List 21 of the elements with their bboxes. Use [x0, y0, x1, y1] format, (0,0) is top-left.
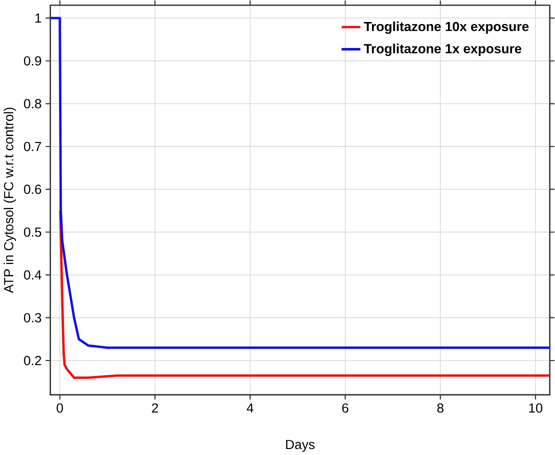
x-tick-label: 4 [246, 403, 254, 412]
legend-label: Troglitazone 10x exposure [364, 21, 529, 34]
y-tick-label: 0.2 [24, 356, 42, 366]
line-series [50, 16, 550, 349]
x-tick-label: 6 [342, 403, 348, 412]
x-tick-label: 0 [56, 403, 63, 412]
x-tick-label: 2 [152, 403, 158, 412]
y-tick-label: 1 [35, 13, 42, 22]
legend-label: Troglitazone 1x exposure [364, 43, 522, 56]
x-tick-label: 8 [437, 403, 444, 412]
line-series [59, 209, 550, 379]
x-axis-title: Days [286, 440, 315, 452]
y-tick-label: 0.7 [24, 142, 42, 151]
y-tick-label: 0.3 [24, 312, 42, 322]
y-tick-label: 0.4 [24, 270, 42, 280]
x-tick-label: 10 [529, 403, 542, 412]
y-tick-label: 0.6 [24, 184, 42, 194]
y-tick-label: 0.5 [24, 227, 42, 237]
y-axis-title: ATP in Cytosol (FC w.r.t control) [4, 108, 16, 293]
y-tick-label: 0.9 [24, 56, 42, 66]
y-tick-label: 0.8 [24, 98, 42, 108]
